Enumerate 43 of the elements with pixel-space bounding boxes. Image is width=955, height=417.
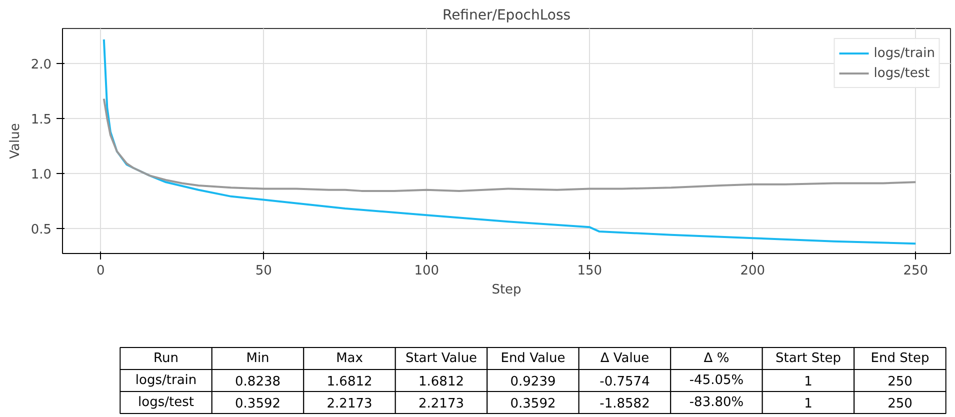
text: 250 (888, 374, 912, 390)
category-label: Start Value (405, 351, 478, 366)
text: 250 (888, 396, 912, 412)
category-label: Max (336, 351, 364, 366)
legend-label: logs/test (874, 66, 930, 80)
chart-title: Refiner/EpochLoss (442, 8, 571, 24)
text: 0.3592 (510, 396, 556, 412)
x-tick-label: 150 (577, 264, 602, 278)
text: logs/train (135, 373, 197, 388)
text: -45.05% (689, 373, 744, 388)
legend-label: logs/train (874, 46, 935, 60)
y-tick-label: 1.5 (30, 112, 52, 128)
category-label: Δ % (704, 351, 730, 366)
text: 2.2173 (326, 396, 372, 412)
y-tick-label: 0.5 (30, 222, 52, 238)
x-tick-label: 50 (255, 264, 272, 278)
x-tick-label: 0 (96, 264, 105, 278)
x-axis-title: Step (492, 282, 522, 298)
text: -1.8582 (600, 396, 650, 412)
y-tick-label: 2.0 (30, 58, 52, 73)
text: -83.80% (689, 395, 744, 410)
category-label: End Step (870, 351, 930, 366)
x-tick-label: 200 (740, 264, 766, 278)
category-label: Start Step (775, 351, 841, 366)
x-tick-label: 100 (414, 264, 440, 278)
text: 0.9239 (510, 374, 556, 390)
text: 2.2173 (418, 396, 464, 412)
text: logs/test (138, 395, 194, 410)
text: 1.6812 (418, 374, 464, 390)
line-series (102, 98, 917, 192)
category-label: Run (154, 351, 178, 366)
text: 0.8238 (235, 374, 281, 390)
text: 1.6812 (326, 374, 372, 390)
text: 1 (804, 396, 812, 412)
category-label: Δ Value (600, 351, 650, 366)
category-label: End Value (500, 351, 566, 366)
y-axis-title: Value (8, 123, 23, 159)
text: -0.7574 (600, 374, 650, 390)
category-label: Min (246, 351, 270, 366)
text: 1 (804, 374, 812, 390)
y-tick-label: 1.0 (30, 167, 52, 182)
text: 0.3592 (235, 396, 281, 412)
x-tick-label: 250 (903, 264, 928, 278)
